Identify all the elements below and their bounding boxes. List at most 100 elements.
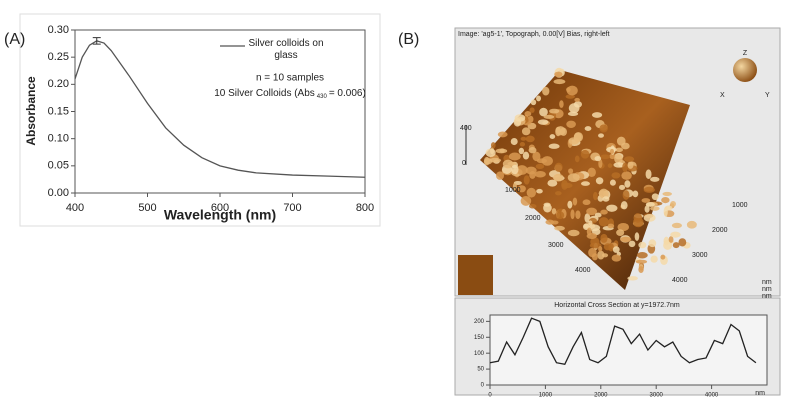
afm-grain bbox=[617, 222, 629, 232]
y-tick-label: 0 bbox=[481, 383, 485, 389]
afm-grain bbox=[627, 161, 634, 169]
afm-grain bbox=[510, 138, 518, 146]
afm-grain bbox=[489, 157, 502, 163]
afm-grain bbox=[602, 196, 610, 202]
afm-grain bbox=[609, 148, 614, 155]
orient-label: X bbox=[720, 92, 725, 99]
afm-grain bbox=[525, 135, 535, 143]
afm-grain bbox=[516, 165, 528, 175]
afm-grain bbox=[591, 112, 603, 118]
afm-caption: Image: 'ag5-1', Topograph, 0.00[V] Bias,… bbox=[458, 31, 610, 38]
afm-grain bbox=[645, 202, 655, 207]
afm-grain bbox=[595, 177, 604, 185]
afm-grain bbox=[627, 276, 638, 281]
afm-grain bbox=[638, 241, 647, 249]
afm-grain bbox=[584, 126, 592, 132]
y-axis-label: Absorbance bbox=[24, 76, 38, 146]
afm-axis-label: 4000 bbox=[672, 277, 688, 284]
afm-grain bbox=[543, 203, 552, 213]
afm-grain bbox=[534, 170, 546, 178]
afm-grain bbox=[556, 211, 565, 220]
panel-label: (B) bbox=[398, 31, 419, 48]
afm-grain bbox=[566, 85, 578, 96]
afm-grain bbox=[561, 179, 568, 190]
afm-grain bbox=[573, 101, 583, 108]
afm-grain bbox=[529, 107, 535, 113]
afm-grain bbox=[580, 149, 590, 159]
afm-thumbnail bbox=[458, 255, 493, 295]
afm-grain bbox=[566, 120, 576, 128]
y-tick-label: 150 bbox=[474, 335, 485, 341]
x-tick-label: 800 bbox=[356, 202, 374, 214]
afm-grain bbox=[607, 163, 613, 168]
afm-grain bbox=[651, 193, 659, 201]
afm-grain bbox=[638, 266, 644, 273]
afm-grain bbox=[589, 242, 602, 249]
afm-grain bbox=[549, 108, 560, 114]
afm-grain bbox=[624, 180, 631, 188]
afm-grain bbox=[609, 153, 616, 160]
afm-grain bbox=[568, 137, 580, 145]
x-tick-label: 3000 bbox=[650, 393, 664, 399]
x-tick-label: 2000 bbox=[594, 393, 608, 399]
afm-grain bbox=[517, 185, 526, 193]
afm-grain bbox=[523, 175, 530, 185]
afm-axis-label: 1000 bbox=[505, 187, 521, 194]
afm-grain bbox=[621, 171, 632, 180]
afm-grain bbox=[539, 107, 548, 117]
afm-grain bbox=[635, 259, 648, 264]
afm-grain bbox=[528, 203, 537, 209]
afm-grain bbox=[628, 240, 636, 248]
afm-grain bbox=[663, 240, 673, 250]
afm-grain bbox=[588, 220, 593, 226]
afm-grain bbox=[609, 179, 616, 186]
y-tick-label: 50 bbox=[477, 367, 484, 373]
y-tick-label: 0.00 bbox=[48, 187, 69, 199]
afm-axis-label: 3000 bbox=[692, 252, 708, 259]
afm-grain bbox=[547, 179, 558, 187]
unit-label: nm bbox=[762, 279, 772, 286]
afm-grain bbox=[600, 233, 608, 243]
afm-grain bbox=[636, 252, 648, 259]
afm-grain bbox=[662, 191, 672, 197]
x-tick-label: 0 bbox=[488, 393, 492, 399]
afm-grain bbox=[597, 250, 605, 260]
afm-grain bbox=[497, 131, 508, 138]
afm-grain bbox=[599, 124, 608, 133]
afm-grain bbox=[618, 184, 626, 190]
afm-grain bbox=[587, 167, 596, 178]
afm-grain bbox=[598, 158, 603, 169]
afm-grain bbox=[612, 246, 620, 253]
afm-grain bbox=[582, 199, 591, 206]
afm-grain bbox=[495, 171, 505, 180]
afm-grain bbox=[511, 164, 519, 175]
y-tick-label: 0.05 bbox=[48, 160, 69, 172]
afm-grain bbox=[560, 127, 567, 136]
afm-grain bbox=[572, 197, 578, 206]
afm-grain bbox=[567, 173, 580, 183]
afm-grain bbox=[622, 190, 630, 200]
afm-grain bbox=[519, 142, 526, 147]
orient-label: Y bbox=[765, 92, 770, 99]
afm-grain bbox=[551, 208, 557, 215]
afm-axis-label: 1000 bbox=[732, 202, 748, 209]
afm-grain bbox=[616, 229, 625, 236]
orient-label: Z bbox=[743, 50, 748, 57]
afm-axis-label: 2000 bbox=[525, 215, 541, 222]
afm-grain bbox=[650, 255, 658, 263]
x-axis-label: nm bbox=[755, 390, 765, 397]
afm-grain bbox=[565, 94, 575, 99]
afm-grain bbox=[541, 156, 553, 166]
afm-grain bbox=[554, 71, 563, 78]
afm-grain bbox=[613, 162, 625, 168]
afm-grain bbox=[661, 196, 670, 204]
afm-grain bbox=[614, 154, 623, 164]
afm-grain bbox=[670, 231, 681, 238]
annotation: n = 10 samples bbox=[256, 73, 324, 84]
afm-grain bbox=[598, 246, 603, 252]
afm-grain bbox=[499, 148, 505, 153]
afm-grain bbox=[598, 188, 609, 199]
y-tick-label: 200 bbox=[474, 319, 485, 325]
afm-grain bbox=[567, 200, 573, 209]
x-axis-label: Wavelength (nm) bbox=[164, 207, 276, 223]
